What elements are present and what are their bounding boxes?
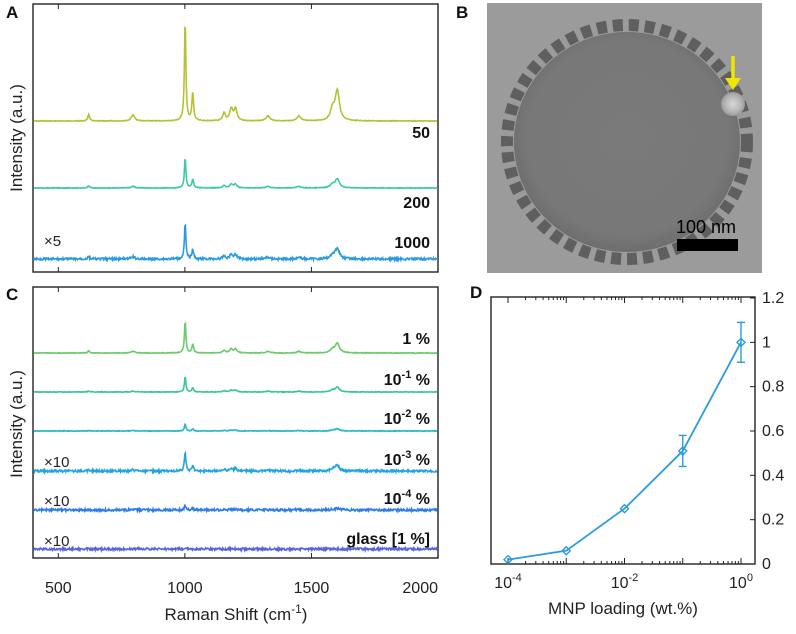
sem-bright-nanoparticle xyxy=(721,92,745,116)
panel-label-c: C xyxy=(6,285,18,304)
panel-d-series xyxy=(503,321,746,565)
l4-end: % xyxy=(411,491,430,508)
xlabel-end: ) xyxy=(302,605,308,624)
panel-c-label-glass: glass [1 %] xyxy=(346,531,430,548)
tick-base: 10 xyxy=(494,575,512,592)
data-point xyxy=(736,337,746,348)
spectrum-trace xyxy=(32,544,439,554)
panel-d-xlabel: MNP loading (wt.%) xyxy=(548,599,698,618)
panel-a-label-1000: 1000 xyxy=(394,235,430,252)
l3-end: % xyxy=(411,452,430,469)
panel-c-x-ticks: 500 1000 1500 2000 xyxy=(45,287,439,597)
spectrum-trace xyxy=(33,423,438,433)
data-point xyxy=(619,503,630,514)
spectrum-trace xyxy=(33,159,439,190)
y-tick-label: 1.2 xyxy=(762,290,784,307)
panel-c-multiplier-1e-4: ×10 xyxy=(44,493,69,510)
panel-a-ylabel: Intensity (a.u.) xyxy=(7,84,26,192)
y-tick-label: 0.4 xyxy=(762,467,784,484)
l2-base: 10 xyxy=(384,411,402,428)
x-tick-label: 10-2 xyxy=(611,572,639,592)
panel-c-xlabel: Raman Shift (cm-1) xyxy=(165,602,308,624)
spectrum-trace xyxy=(33,26,438,123)
xlabel-main: Raman Shift (cm xyxy=(165,605,292,624)
y-tick-label: 0.2 xyxy=(762,512,784,529)
panel-a-x-ticks xyxy=(57,4,439,272)
panel-a-label-50: 50 xyxy=(412,125,430,142)
panel-c-label-1e-4: 10-4 % xyxy=(384,488,430,508)
panel-c-label-1pct: 1 % xyxy=(402,331,430,348)
panel-c-traces xyxy=(32,321,439,554)
scale-bar xyxy=(677,239,738,251)
panel-c-multiplier-glass: ×10 xyxy=(44,533,69,550)
l4-base: 10 xyxy=(384,491,402,508)
spectrum-trace xyxy=(32,504,438,515)
panel-c-multiplier-1e-3: ×10 xyxy=(44,454,69,471)
y-tick-label: 0.6 xyxy=(762,423,784,440)
panel-c: 500 1000 1500 2000 Intensity (a.u.) Raman S… xyxy=(7,286,439,624)
spectrum-trace xyxy=(32,223,439,263)
spectrum-trace xyxy=(33,321,438,355)
tick-base: 10 xyxy=(611,575,629,592)
panel-c-label-1e-2: 10-2 % xyxy=(384,408,430,428)
tick-exp: -2 xyxy=(629,572,639,584)
panel-d: 00.20.40.60.811.210-4 10-2 100 MNP loading… xyxy=(490,290,784,618)
spectrum-trace xyxy=(33,376,438,394)
l1-end: % xyxy=(411,372,430,389)
x-tick-label: 1000 xyxy=(167,580,203,597)
yellow-arrow-icon xyxy=(725,78,741,90)
y-tick-label: 0 xyxy=(762,556,771,573)
panel-a: Intensity (a.u.) 50 200 1000 ×5 xyxy=(7,3,439,273)
data-point xyxy=(503,554,513,565)
series-line xyxy=(507,341,742,561)
panel-c-label-1e-3: 10-3 % xyxy=(384,449,430,469)
panel-a-frame xyxy=(32,3,439,273)
l1-sup: -1 xyxy=(402,369,412,381)
l1-base: 10 xyxy=(384,372,402,389)
x-tick-label: 2000 xyxy=(402,580,438,597)
panel-b-sem-image: 100 nm xyxy=(487,3,762,273)
y-tick-label: 0.8 xyxy=(762,379,784,396)
panel-a-label-200: 200 xyxy=(403,195,430,212)
x-tick-label: 1500 xyxy=(294,580,330,597)
l2-sup: -2 xyxy=(402,408,412,420)
y-tick-label: 1 xyxy=(762,334,771,351)
x-tick-label: 500 xyxy=(45,580,72,597)
data-point xyxy=(561,545,572,556)
sem-particle-rim xyxy=(501,19,753,265)
x-tick-label: 10-4 xyxy=(494,572,522,592)
panel-a-multiplier: ×5 xyxy=(44,233,61,250)
data-point xyxy=(677,445,688,456)
panel-label-a: A xyxy=(6,3,18,22)
panel-c-ylabel: Intensity (a.u.) xyxy=(7,370,26,478)
sem-particle xyxy=(514,32,740,252)
panel-a-traces xyxy=(32,26,439,263)
panel-d-frame xyxy=(490,296,756,565)
l3-base: 10 xyxy=(384,452,402,469)
panel-d-ticks: 00.20.40.60.811.210-4 10-2 100 xyxy=(494,290,784,592)
panel-c-label-1e-1: 10-1 % xyxy=(384,369,430,389)
x-tick-label: 100 xyxy=(729,572,753,592)
l4-sup: -4 xyxy=(402,488,413,500)
panel-c-frame xyxy=(32,286,439,559)
l2-end: % xyxy=(411,411,430,428)
panel-label-b: B xyxy=(456,3,468,22)
l3-sup: -3 xyxy=(402,449,412,461)
panel-label-d: D xyxy=(470,283,482,302)
tick-base: 10 xyxy=(729,575,747,592)
tick-exp: 0 xyxy=(747,572,753,584)
xlabel-sup: -1 xyxy=(291,602,302,616)
spectrum-trace xyxy=(33,450,438,476)
tick-exp: -4 xyxy=(512,572,522,584)
scale-bar-label: 100 nm xyxy=(676,217,736,237)
